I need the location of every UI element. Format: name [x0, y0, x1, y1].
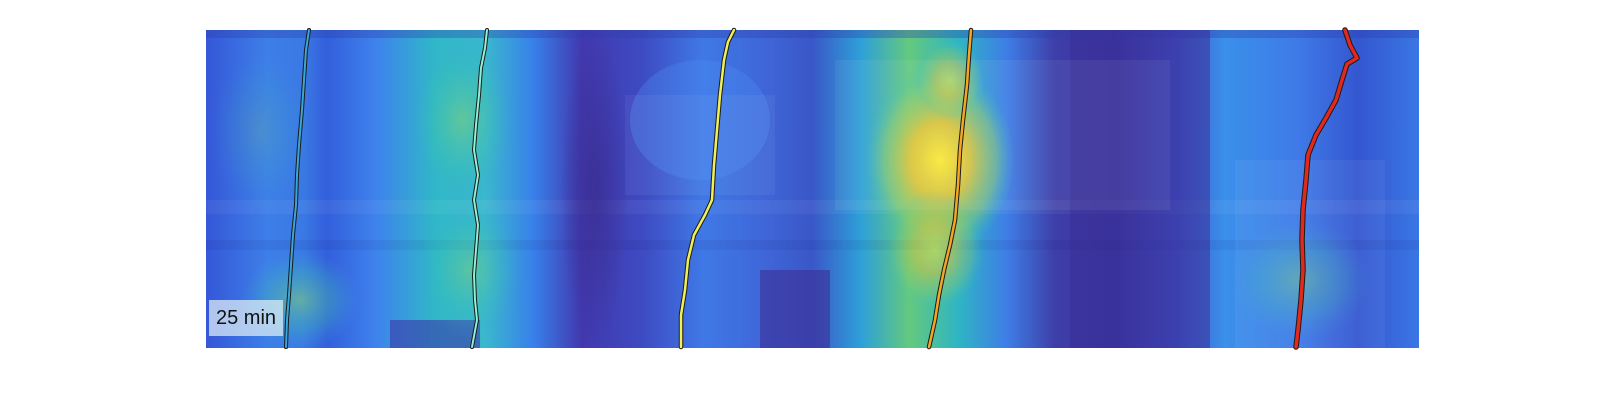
elapsed-time-label: 25 min — [209, 300, 283, 336]
track-4 — [926, 27, 974, 350]
track-5 — [1293, 27, 1360, 350]
track-2 — [470, 28, 489, 349]
track-1 — [284, 28, 311, 349]
heatmap — [206, 30, 1419, 348]
track-3 — [678, 27, 737, 350]
